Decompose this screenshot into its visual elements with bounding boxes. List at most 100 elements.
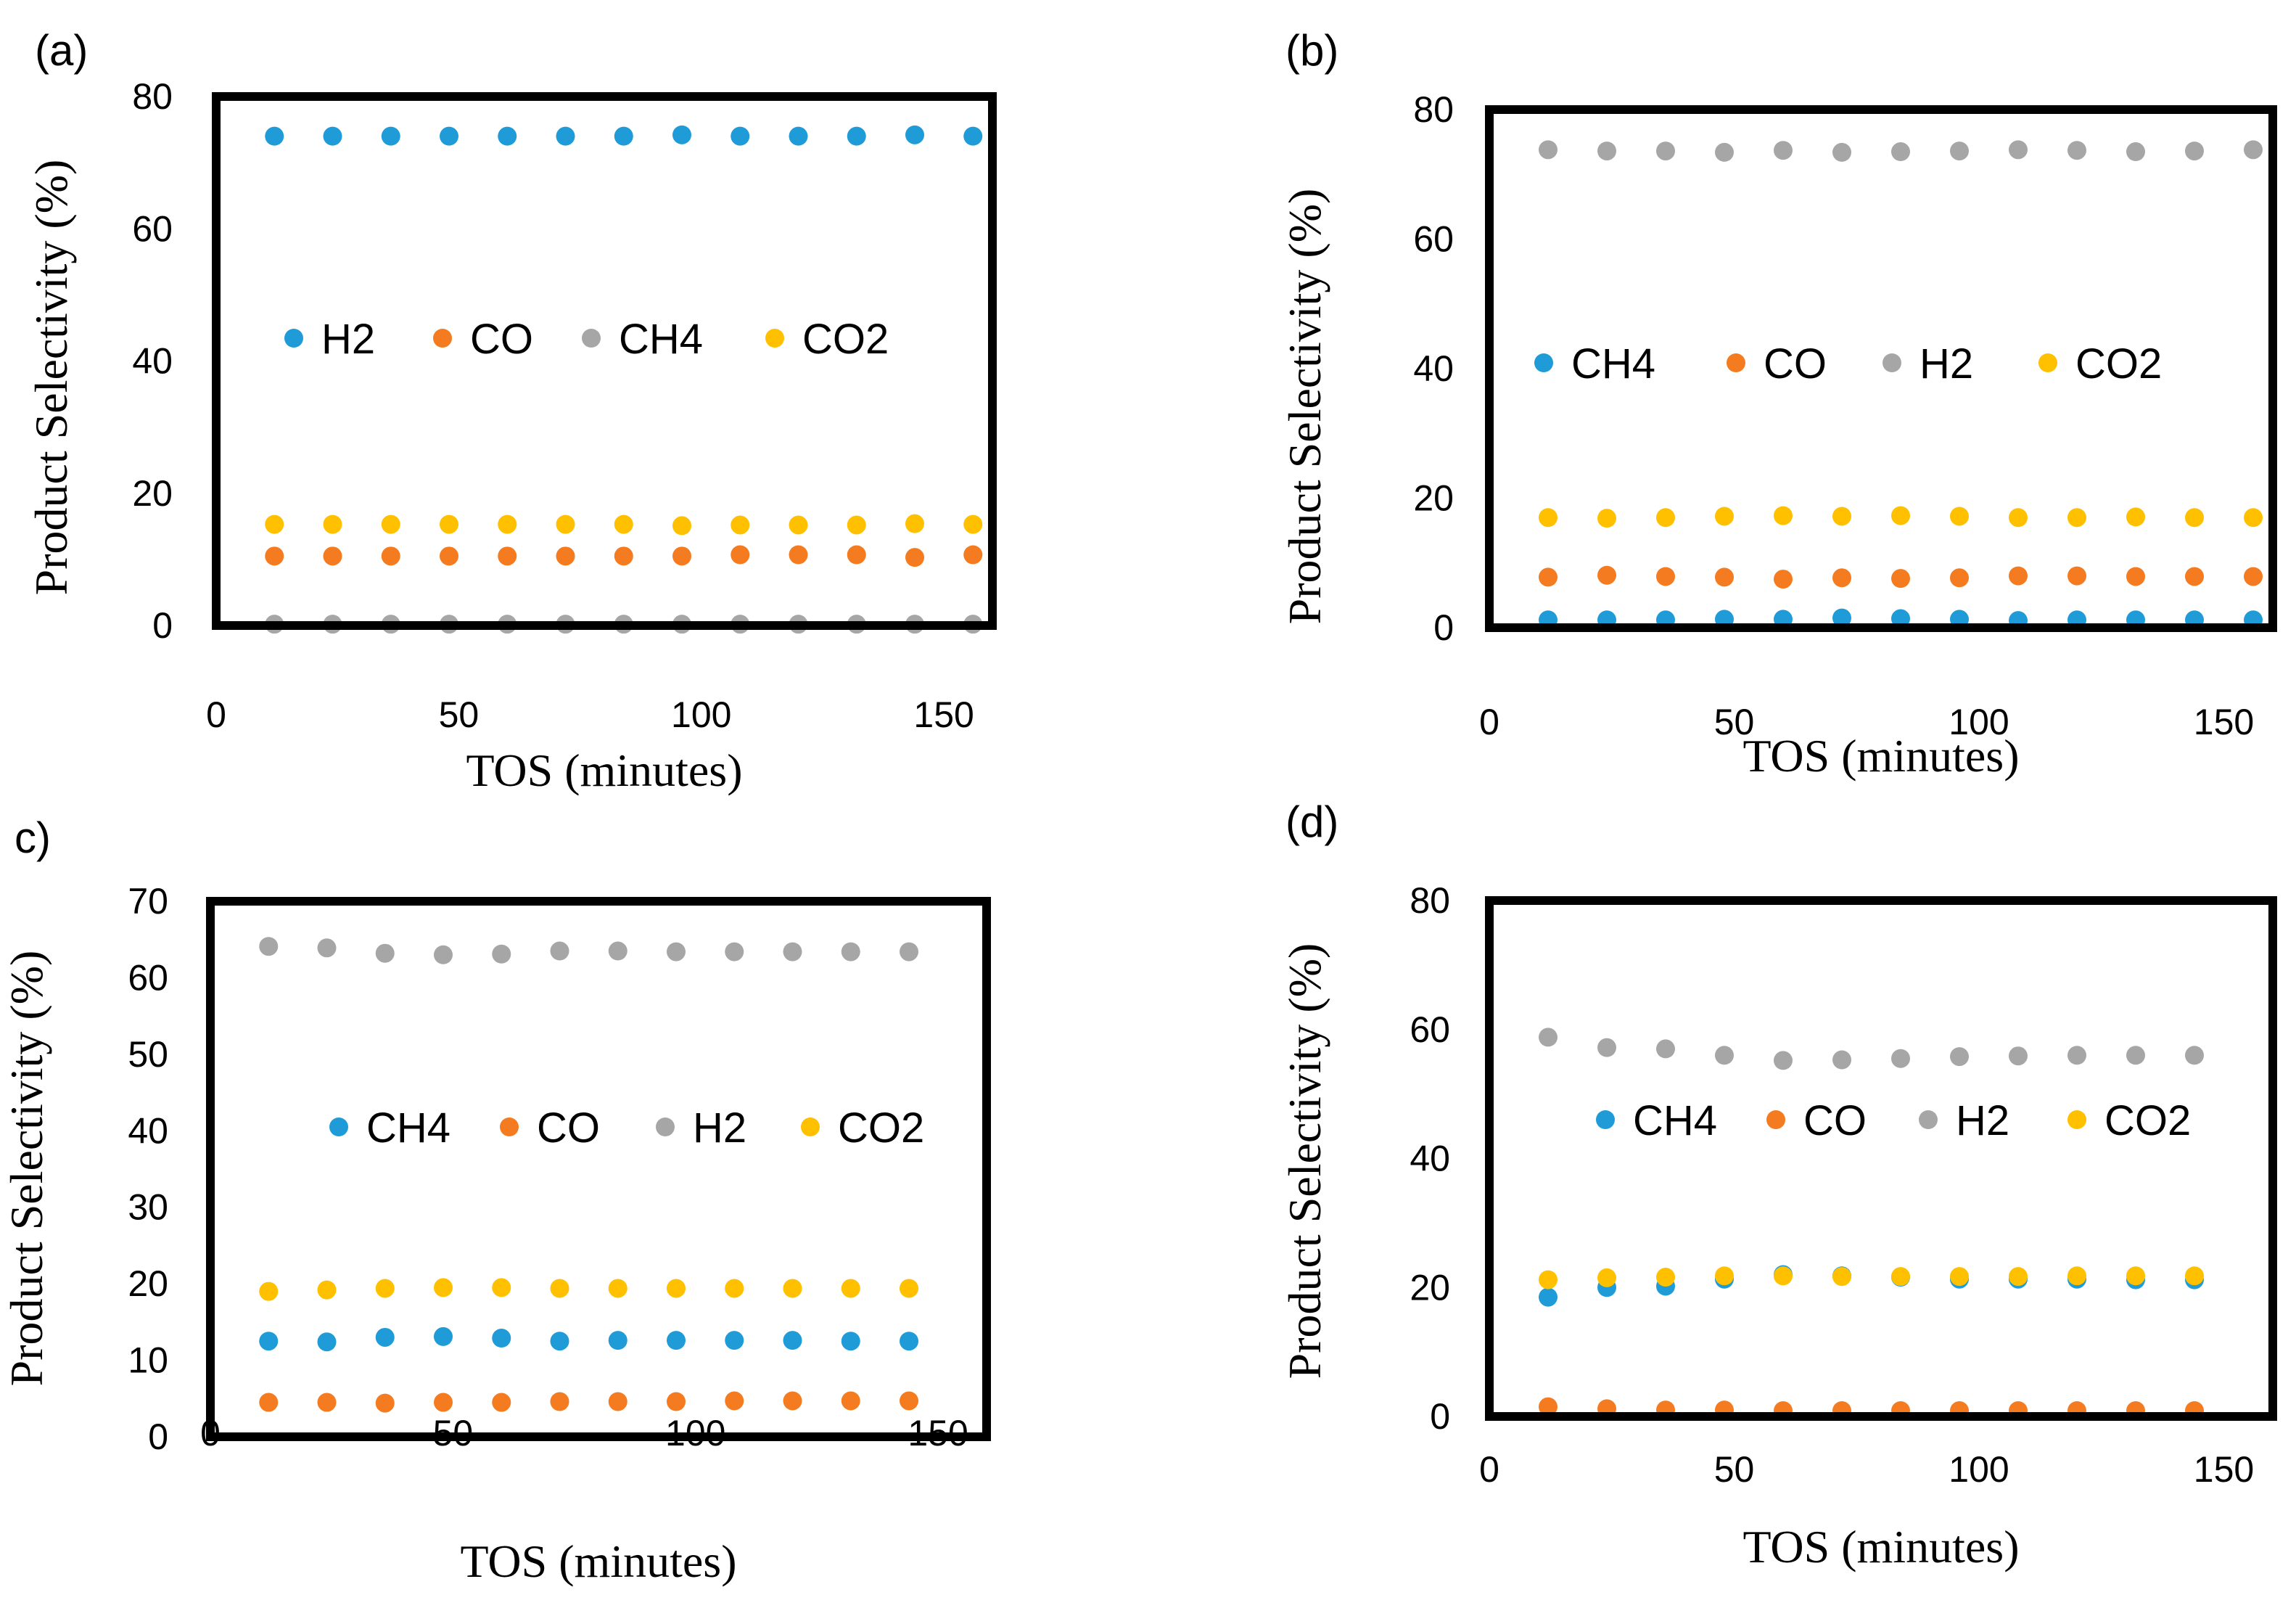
data-point-ch4 — [900, 1332, 918, 1351]
data-point-co — [2185, 567, 2204, 586]
data-point-ch4 — [434, 1326, 453, 1346]
data-point-h2 — [847, 126, 866, 146]
data-point-h2 — [1832, 1050, 1851, 1070]
data-point-h2 — [1597, 1038, 1616, 1057]
data-point-h2 — [1539, 140, 1558, 160]
data-point-h2 — [905, 125, 924, 144]
legend-label: CO — [537, 1104, 600, 1152]
legend-marker — [1883, 353, 1901, 372]
x-tick-label: 150 — [913, 694, 974, 735]
data-point-h2 — [375, 943, 395, 963]
legend-marker — [284, 329, 303, 348]
data-point-h2 — [1891, 142, 1910, 162]
plot-frame — [212, 92, 997, 630]
legend-label: H2 — [321, 316, 375, 363]
data-point-h2 — [841, 942, 860, 961]
series-co — [259, 1391, 918, 1413]
data-point-h2 — [2244, 140, 2263, 160]
y-tick-label: 70 — [128, 881, 168, 922]
x-axis-title: TOS (minutes) — [460, 1535, 736, 1587]
y-tick-label: 20 — [128, 1263, 168, 1304]
series-co2 — [1539, 506, 2263, 528]
data-point-h2 — [1715, 1046, 1734, 1065]
data-point-co2 — [963, 514, 983, 534]
legend-label: CO — [1764, 340, 1827, 387]
data-point-co — [1539, 1397, 1558, 1416]
y-tick-label: 40 — [128, 1110, 168, 1151]
data-point-h2 — [614, 126, 633, 146]
data-point-h2 — [2126, 1046, 2145, 1065]
data-point-h2 — [556, 126, 575, 146]
data-point-co2 — [1950, 507, 1969, 526]
data-point-co2 — [905, 514, 924, 533]
data-point-co2 — [317, 1280, 337, 1300]
data-point-h2 — [1597, 142, 1616, 161]
data-point-co — [1539, 567, 1558, 587]
legend-label: CO2 — [838, 1104, 924, 1152]
data-point-ch4 — [667, 1331, 686, 1350]
data-point-co — [381, 546, 400, 566]
data-point-co2 — [1715, 507, 1734, 526]
panel-d: (d) 0 20 40 60 80 0 50 100 150 TOS (minutes) Produc… — [1279, 797, 2277, 1572]
y-tick-label: 40 — [132, 341, 173, 382]
data-point-co2 — [2126, 1266, 2145, 1286]
data-point-co2 — [1950, 1267, 1969, 1287]
y-tick-label: 0 — [152, 605, 173, 646]
legend-marker — [433, 329, 452, 348]
data-point-h2 — [2067, 141, 2086, 160]
legend-label: CO2 — [2104, 1097, 2191, 1144]
data-point-co2 — [1715, 1266, 1734, 1286]
legend-label: CH4 — [619, 316, 703, 363]
series-ch4 — [259, 1326, 918, 1352]
data-point-h2 — [1950, 142, 1969, 161]
data-point-co — [963, 545, 983, 565]
panel-label: (b) — [1285, 26, 1338, 75]
data-point-h2 — [1950, 1047, 1969, 1067]
y-tick-label: 80 — [1413, 89, 1454, 130]
data-point-ch4 — [783, 1331, 802, 1350]
data-point-co — [847, 545, 866, 565]
legend-label: CH4 — [1571, 340, 1655, 387]
data-point-h2 — [498, 126, 517, 146]
data-point-co2 — [381, 514, 400, 534]
data-point-ch4 — [492, 1328, 511, 1348]
y-tick-label: 20 — [132, 473, 173, 514]
data-point-h2 — [492, 944, 511, 964]
data-point-h2 — [323, 126, 342, 146]
panel-b: (b) 0 20 40 60 80 0 50 100 150 TOS (minutes) Produc… — [1279, 26, 2277, 782]
data-point-co2 — [2244, 508, 2263, 528]
legend-label: CO — [1803, 1097, 1867, 1144]
data-point-co — [375, 1393, 395, 1413]
panel-label: (d) — [1285, 797, 1338, 846]
y-tick-label: 80 — [1410, 880, 1450, 921]
data-point-co — [1950, 568, 1969, 588]
data-point-ch4 — [841, 1332, 860, 1351]
data-point-h2 — [2009, 140, 2028, 160]
data-point-co — [498, 546, 517, 566]
data-point-ch4 — [725, 1331, 744, 1350]
x-axis-title: TOS (minutes) — [1742, 730, 2019, 782]
data-point-co — [900, 1391, 918, 1411]
data-point-h2 — [1656, 142, 1675, 161]
y-tick-label: 60 — [128, 957, 168, 998]
panel-label: c) — [15, 813, 51, 862]
legend-marker — [1596, 1110, 1615, 1129]
data-point-co2 — [440, 514, 458, 534]
legend-marker — [801, 1117, 820, 1136]
series-co — [1539, 565, 2263, 589]
data-point-co2 — [900, 1279, 918, 1298]
x-tick-label: 100 — [671, 694, 731, 735]
y-tick-label: 40 — [1410, 1139, 1450, 1179]
data-point-h2 — [1774, 1051, 1793, 1070]
y-axis-title: Product Selectivity (%) — [25, 160, 77, 596]
data-point-co — [440, 546, 458, 566]
legend-marker — [1534, 353, 1553, 372]
data-point-co2 — [2009, 1267, 2028, 1287]
data-point-co2 — [556, 514, 575, 534]
x-tick-label: 100 — [1949, 702, 2009, 742]
series-h2 — [1539, 140, 2263, 162]
legend-marker — [1727, 353, 1745, 372]
data-point-co2 — [2067, 1266, 2086, 1286]
data-point-h2 — [2009, 1046, 2028, 1066]
